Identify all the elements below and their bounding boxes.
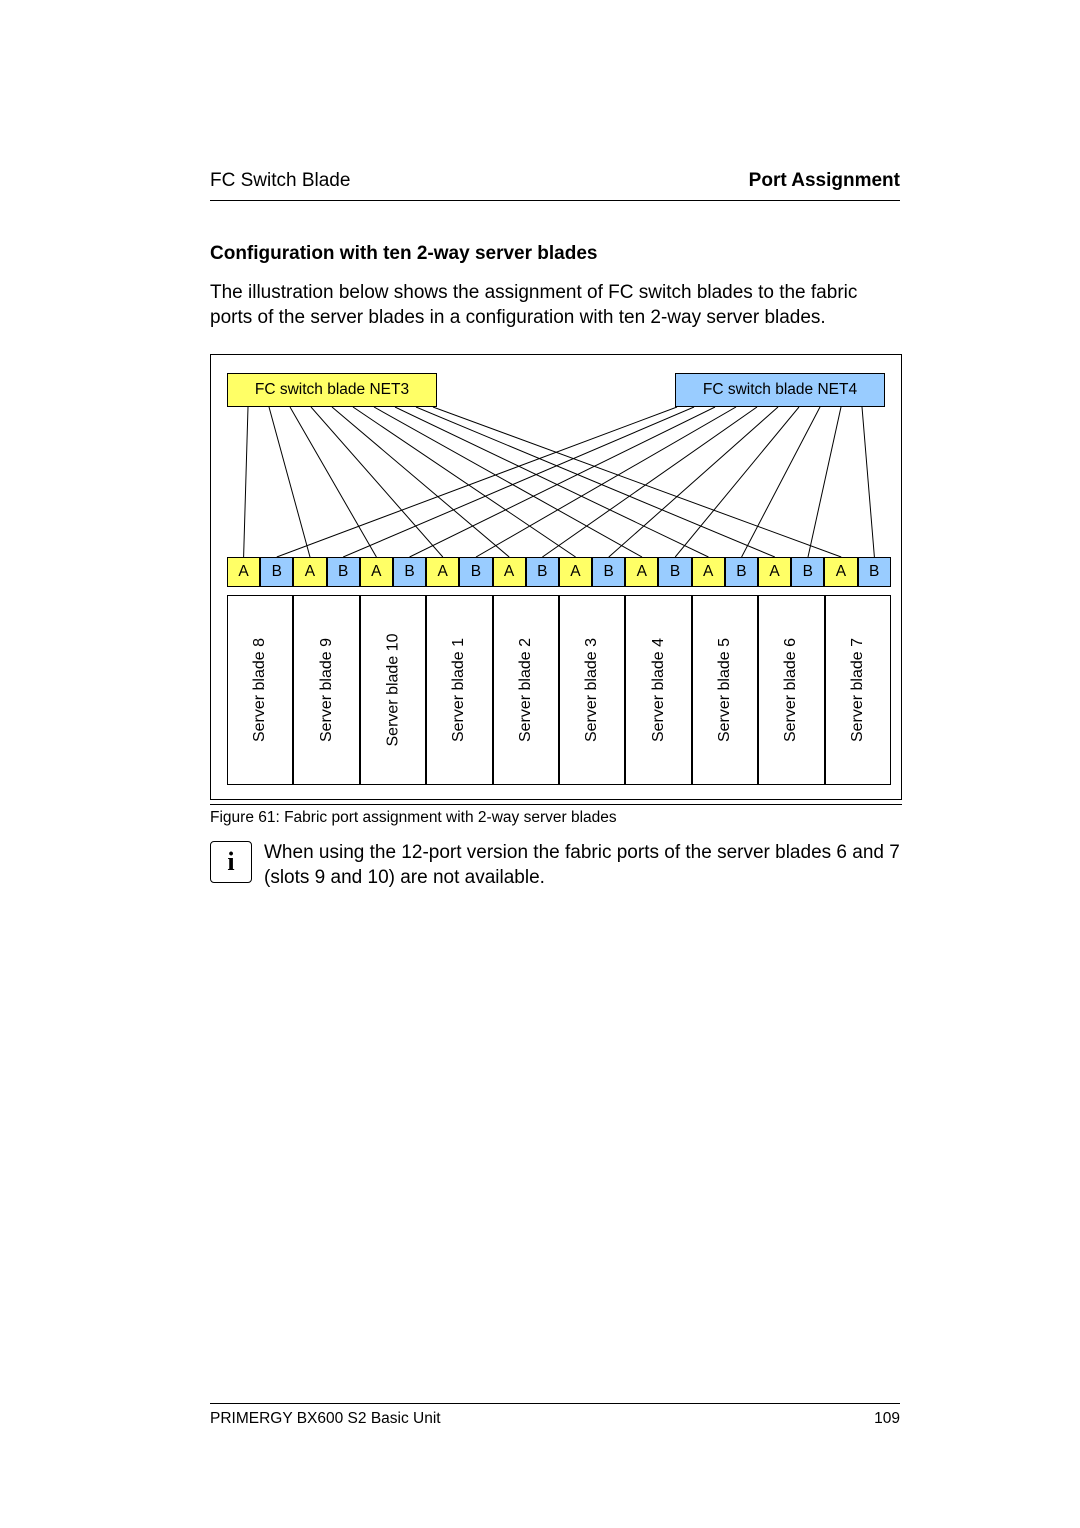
- port-b: B: [725, 557, 758, 587]
- port-a: A: [758, 557, 791, 587]
- port-a: A: [227, 557, 260, 587]
- figure-box: FC switch blade NET3 FC switch blade NET…: [210, 354, 902, 800]
- blade-slot: Server blade 7: [825, 595, 891, 785]
- info-icon-glyph: i: [227, 847, 234, 877]
- wiring-diagram: [223, 407, 887, 557]
- ab-row: AB AB AB AB AB AB AB AB AB AB: [223, 557, 889, 587]
- blade-label: Server blade 2: [517, 638, 535, 742]
- ab-pair: AB: [293, 557, 359, 587]
- blade-slot: Server blade 8: [227, 595, 293, 785]
- ab-pair: AB: [692, 557, 758, 587]
- figure-caption: Figure 61: Fabric port assignment with 2…: [210, 804, 902, 827]
- blade-label: Server blade 4: [650, 638, 668, 742]
- port-b: B: [526, 557, 559, 587]
- ab-pair: AB: [824, 557, 890, 587]
- ab-pair: AB: [493, 557, 559, 587]
- info-icon: i: [210, 841, 252, 883]
- sub-heading: Configuration with ten 2-way server blad…: [210, 243, 900, 265]
- port-a: A: [692, 557, 725, 587]
- ab-pair: AB: [625, 557, 691, 587]
- port-a: A: [493, 557, 526, 587]
- port-b: B: [791, 557, 824, 587]
- ab-pair: AB: [426, 557, 492, 587]
- note-text: When using the 12-port version the fabri…: [264, 841, 900, 890]
- blade-label: Server blade 7: [849, 638, 867, 742]
- header-left: FC Switch Blade: [210, 170, 350, 192]
- port-a: A: [824, 557, 857, 587]
- body-paragraph: The illustration below shows the assignm…: [210, 281, 900, 330]
- blade-label: Server blade 10: [384, 634, 402, 747]
- ab-pair: AB: [360, 557, 426, 587]
- port-a: A: [625, 557, 658, 587]
- blades-row: Server blade 8 Server blade 9 Server bla…: [223, 595, 889, 785]
- blade-slot: Server blade 2: [493, 595, 559, 785]
- blade-label: Server blade 5: [716, 638, 734, 742]
- note: i When using the 12-port version the fab…: [210, 841, 900, 890]
- blade-label: Server blade 1: [450, 638, 468, 742]
- footer-page-number: 109: [874, 1410, 900, 1428]
- port-b: B: [858, 557, 891, 587]
- header-right: Port Assignment: [749, 170, 900, 192]
- switch-net3: FC switch blade NET3: [227, 373, 437, 407]
- port-a: A: [360, 557, 393, 587]
- blade-slot: Server blade 1: [426, 595, 492, 785]
- port-b: B: [459, 557, 492, 587]
- blade-slot: Server blade 3: [559, 595, 625, 785]
- blade-label: Server blade 9: [318, 638, 336, 742]
- ab-pair: AB: [758, 557, 824, 587]
- ab-pair: AB: [559, 557, 625, 587]
- page-footer: PRIMERGY BX600 S2 Basic Unit 109: [210, 1403, 900, 1428]
- blade-slot: Server blade 5: [692, 595, 758, 785]
- blade-slot: Server blade 4: [625, 595, 691, 785]
- page-header: FC Switch Blade Port Assignment: [210, 170, 900, 201]
- blade-slot: Server blade 9: [293, 595, 359, 785]
- footer-left: PRIMERGY BX600 S2 Basic Unit: [210, 1410, 441, 1428]
- port-b: B: [393, 557, 426, 587]
- port-b: B: [658, 557, 691, 587]
- blade-slot: Server blade 6: [758, 595, 824, 785]
- blade-label: Server blade 8: [251, 638, 269, 742]
- ab-pair: AB: [227, 557, 293, 587]
- port-b: B: [592, 557, 625, 587]
- blade-label: Server blade 6: [782, 638, 800, 742]
- blade-label: Server blade 3: [583, 638, 601, 742]
- switch-net4: FC switch blade NET4: [675, 373, 885, 407]
- switch-net4-label: FC switch blade NET4: [703, 381, 857, 399]
- blade-slot: Server blade 10: [360, 595, 426, 785]
- port-a: A: [293, 557, 326, 587]
- switch-net3-label: FC switch blade NET3: [255, 381, 409, 399]
- switch-row: FC switch blade NET3 FC switch blade NET…: [223, 373, 889, 407]
- port-a: A: [559, 557, 592, 587]
- port-b: B: [260, 557, 293, 587]
- port-b: B: [327, 557, 360, 587]
- port-a: A: [426, 557, 459, 587]
